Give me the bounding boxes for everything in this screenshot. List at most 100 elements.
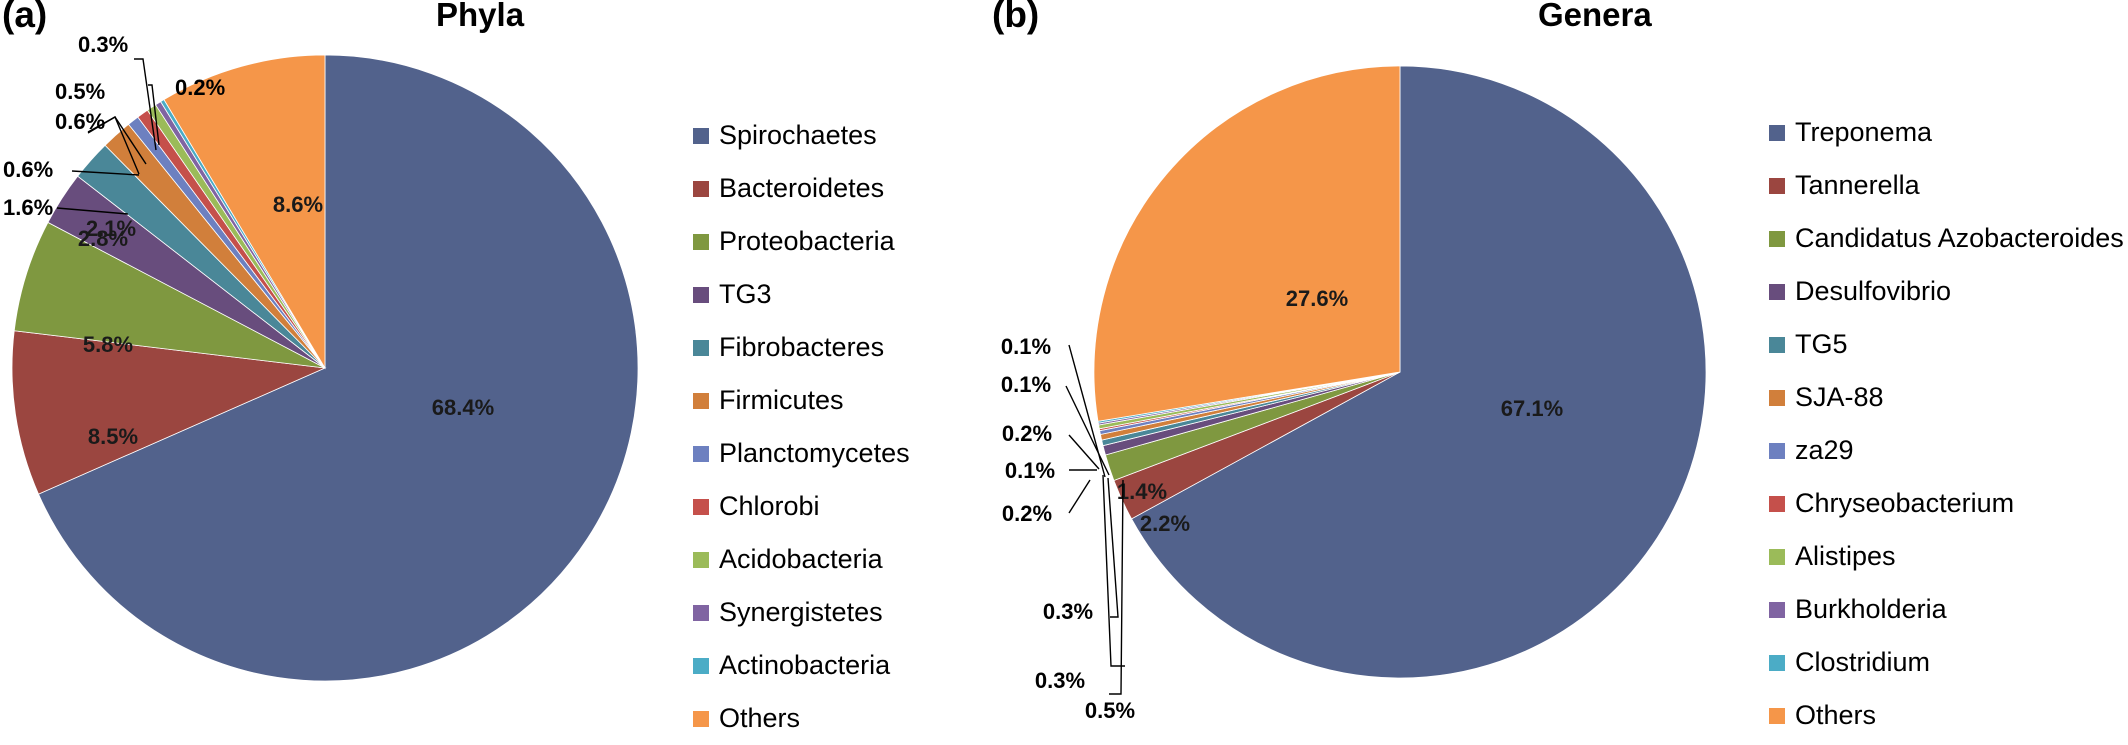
pie-slice-others <box>163 54 326 370</box>
legend-label: Alistipes <box>1795 541 1896 571</box>
leader-line-actinobacteria <box>148 84 160 146</box>
legend-item-desulfovibrio: Desulfovibrio <box>1769 265 2124 318</box>
leader-line-burkholderia <box>1065 385 1110 476</box>
legend-item-za29: za29 <box>1769 424 2124 477</box>
legend-label: Proteobacteria <box>719 226 895 256</box>
data-label-burkholderia: 0.1% <box>1001 372 1051 397</box>
data-label-bacteroidetes: 8.5% <box>88 424 138 449</box>
data-label-tg3: 2.8% <box>78 226 128 251</box>
legend-swatch <box>693 286 709 303</box>
legend-item-chryseobacterium: Chryseobacterium <box>1769 477 2124 530</box>
legend-label: Fibrobacteres <box>719 332 885 362</box>
legend-swatch <box>1769 707 1785 724</box>
data-label-tannerella: 2.2% <box>1140 511 1190 536</box>
legend-item-tg3: TG3 <box>693 268 910 321</box>
legend-swatch <box>693 710 709 727</box>
legend-swatch <box>1769 124 1785 141</box>
legend-label: Chlorobi <box>719 491 820 521</box>
legend-item-planctomycetes: Planctomycetes <box>693 427 910 480</box>
data-label-sja-88: 0.3% <box>1043 599 1093 624</box>
data-label-acidobacteria: 0.5% <box>55 79 105 104</box>
legend-label: Planctomycetes <box>719 438 910 468</box>
chart-title: Phyla <box>436 0 525 33</box>
leader-line-tg5 <box>1102 474 1125 667</box>
legend-item-spirochaetes: Spirochaetes <box>693 109 910 162</box>
pie-slice-bacteroidetes <box>11 330 327 495</box>
legend-item-candidatus-azobacteroides: Candidatus Azobacteroides <box>1769 212 2124 265</box>
legend-item-synergistetes: Synergistetes <box>693 586 910 639</box>
leader-line-za29 <box>1068 479 1091 514</box>
legend-swatch <box>1769 442 1785 459</box>
legend-label: Candidatus Azobacteroides <box>1795 223 2124 253</box>
leader-line-synergistetes <box>134 58 157 151</box>
legend-swatch <box>1769 389 1785 406</box>
legend-label: Desulfovibrio <box>1795 276 1952 306</box>
legend-label: Spirochaetes <box>719 120 877 150</box>
phyla-panel: (a) Phyla 68.4% 8.5% 5.8% 2.8% 2.1% 1.6% 0.6% 0… <box>0 0 1064 737</box>
legend-label: za29 <box>1795 435 1854 465</box>
legend-swatch <box>1769 601 1785 618</box>
legend-swatch <box>693 127 709 144</box>
pie-slice-treponema <box>1131 65 1707 679</box>
legend-item-clostridium: Clostridium <box>1769 636 2124 689</box>
phyla-legend: Spirochaetes Bacteroidetes Proteobacteria T… <box>693 109 910 745</box>
legend-swatch <box>1769 230 1785 247</box>
genera-legend: Treponema Tannerella Candidatus Azobactero… <box>1769 106 2124 742</box>
legend-item-chlorobi: Chlorobi <box>693 480 910 533</box>
data-label-chlorobi: 0.6% <box>55 109 105 134</box>
data-label-tg5: 0.3% <box>1035 668 1085 693</box>
legend-label: TG3 <box>719 279 772 309</box>
legend-item-tannerella: Tannerella <box>1769 159 2124 212</box>
leader-line-sja-88 <box>1107 477 1119 618</box>
data-label-synergistetes: 0.3% <box>78 32 128 57</box>
legend-label: SJA-88 <box>1795 382 1884 412</box>
legend-item-others: Others <box>693 692 910 745</box>
chart-title: Genera <box>1538 0 1652 33</box>
leader-line-planctomycetes <box>56 207 129 215</box>
legend-label: Acidobacteria <box>719 544 883 574</box>
legend-item-burkholderia: Burkholderia <box>1769 583 2124 636</box>
legend-label: Chryseobacterium <box>1795 488 2015 518</box>
panel-label: (a) <box>2 0 48 35</box>
leader-line-desulfovibrio <box>1109 479 1124 695</box>
legend-swatch <box>693 604 709 621</box>
legend-swatch <box>693 445 709 462</box>
legend-swatch <box>693 551 709 568</box>
data-label-others: 27.6% <box>1286 286 1348 311</box>
data-label-others: 8.6% <box>273 192 323 217</box>
legend-item-firmicutes: Firmicutes <box>693 374 910 427</box>
legend-swatch <box>693 339 709 356</box>
legend-label: TG5 <box>1795 329 1848 359</box>
data-label-treponema: 67.1% <box>1501 396 1563 421</box>
legend-swatch <box>1769 654 1785 671</box>
legend-swatch <box>1769 548 1785 565</box>
legend-label: Actinobacteria <box>719 650 891 680</box>
legend-label: Others <box>719 703 801 733</box>
legend-swatch <box>693 392 709 409</box>
legend-swatch <box>693 498 709 515</box>
legend-swatch <box>693 180 709 197</box>
legend-item-alistipes: Alistipes <box>1769 530 2124 583</box>
data-label-actinobacteria: 0.2% <box>175 75 225 100</box>
leader-line-alistipes <box>1068 434 1100 470</box>
legend-swatch <box>1769 495 1785 512</box>
phyla-pie-chart: 68.4% 8.5% 5.8% 2.8%2.1% 1.6% 0.6%0.6% 0.5% 0.3… <box>3 32 639 682</box>
legend-label: Firmicutes <box>719 385 844 415</box>
legend-item-acidobacteria: Acidobacteria <box>693 533 910 586</box>
legend-label: Others <box>1795 700 1877 730</box>
data-label-fibrobacteres: 2.1% <box>86 216 136 241</box>
data-label-planctomycetes: 0.6% <box>3 157 53 182</box>
legend-swatch <box>693 233 709 250</box>
legend-item-sja-88: SJA-88 <box>1769 371 2124 424</box>
data-label-proteobacteria: 5.8% <box>83 332 133 357</box>
legend-item-actinobacteria: Actinobacteria <box>693 639 910 692</box>
data-label-spirochaetes: 68.4% <box>432 395 494 420</box>
pie-slice-others <box>1093 65 1401 422</box>
data-label-alistipes: 0.2% <box>1002 421 1052 446</box>
legend-item-proteobacteria: Proteobacteria <box>693 215 910 268</box>
leader-line-clostridium <box>1068 344 1106 478</box>
pie-slice-spirochaetes <box>38 54 639 682</box>
genera-pie-chart: 67.1%2.2%1.4%0.5%0.3%0.3%0.2%0.1%0.2%0.1… <box>1001 65 1707 723</box>
legend-swatch <box>693 657 709 674</box>
data-label-chryseobacterium: 0.1% <box>1005 458 1055 483</box>
